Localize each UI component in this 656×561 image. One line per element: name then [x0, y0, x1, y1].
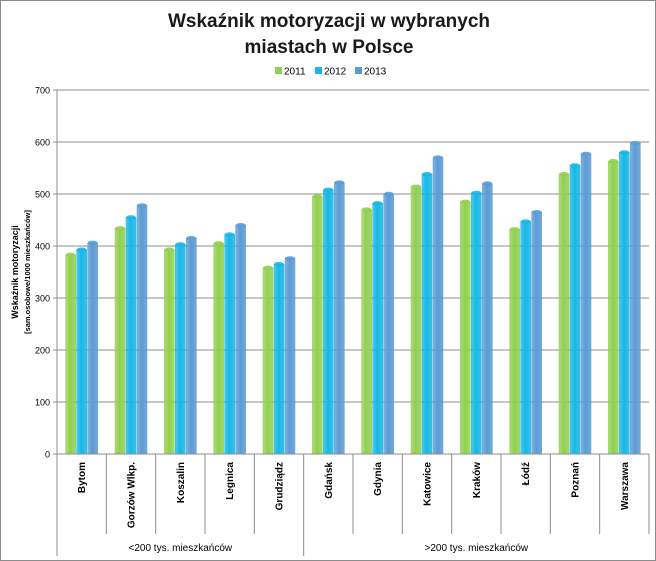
- bar-legnica-2013: [235, 223, 246, 455]
- bar-poznan-2012: [569, 163, 581, 455]
- chart-title: Wskaźnik motoryzacji w wybranych miastac…: [1, 9, 656, 61]
- bars: [65, 140, 641, 455]
- legend-swatch-2011: [275, 67, 282, 74]
- legend-label-2011: 2011: [284, 67, 306, 78]
- bar-lodz-2011: [509, 227, 520, 455]
- bar-gdynia-2011: [361, 207, 372, 455]
- bar-katowice-2012: [421, 172, 433, 455]
- y-tick-label: 100: [35, 398, 50, 408]
- x-tick-label-poznan: Poznań: [571, 462, 582, 498]
- bar-gdansk-2011: [312, 194, 323, 455]
- y-tick-label: 300: [35, 294, 50, 304]
- bar-lodz-2013: [531, 210, 542, 455]
- legend-label-2012: 2012: [324, 67, 347, 78]
- legend-label-2013: 2013: [364, 67, 387, 78]
- bar-bytom-2012: [76, 247, 87, 455]
- gridlines: [57, 89, 649, 403]
- bar-bytom-2013: [87, 240, 98, 455]
- legend-swatch-2013: [355, 67, 362, 74]
- y-axis-label-line-1: Wskaźnik motoryzacji: [10, 225, 20, 319]
- bar-lodz-2012: [520, 219, 531, 455]
- bar-warszawa-2011: [608, 159, 619, 455]
- bar-warszawa-2012: [619, 150, 630, 455]
- bar-koszalin-2011: [164, 247, 175, 455]
- bar-gdansk-2012: [323, 187, 334, 455]
- x-tick-label-warszawa: Warszawa: [620, 462, 631, 510]
- chart-title-line-2: miastach w Polsce: [244, 37, 414, 58]
- y-tick-label: 500: [35, 190, 50, 200]
- y-tick-label: 400: [35, 242, 50, 252]
- y-axis: 0 100 200 300 400 500 600 700: [35, 86, 58, 460]
- x-tick-label-gdynia: Gdynia: [373, 462, 384, 496]
- y-tick-label: 0: [45, 450, 50, 460]
- bar-gorzow-wlkp-2011: [114, 226, 126, 455]
- bar-gdansk-2013: [334, 180, 345, 455]
- bar-legnica-2011: [213, 241, 224, 455]
- x-tick-label-bytom: Bytom: [77, 462, 88, 493]
- bar-poznan-2013: [580, 151, 592, 455]
- bar-warszawa-2013: [630, 140, 641, 455]
- bar-grudziadz-2011: [262, 265, 274, 455]
- bar-gdynia-2013: [383, 191, 394, 455]
- x-group-label-2: >200 tys. mieszkańców: [424, 543, 528, 554]
- bar-krakow-2011: [460, 199, 471, 455]
- bar-koszalin-2013: [186, 236, 197, 455]
- x-tick-label-katowice: Katowice: [423, 462, 434, 506]
- x-tick-label-lodz: Łódź: [521, 462, 532, 485]
- x-tick-label-legnica: Legnica: [225, 462, 236, 500]
- x-tick-label-koszalin: Koszalin: [176, 462, 187, 503]
- x-tick-label-gorzow-wlkp: Gorzów Wlkp.: [127, 462, 138, 528]
- x-tick-label-gdansk: Gdańsk: [324, 462, 335, 499]
- bar-poznan-2011: [558, 172, 570, 455]
- chart-title-line-1: Wskaźnik motoryzacji w wybranych: [167, 11, 491, 32]
- x-axis: Bytom Gorzów Wlkp. Koszalin Legnica Grudziąd…: [56, 453, 650, 556]
- bar-krakow-2012: [471, 190, 482, 455]
- bar-krakow-2013: [482, 181, 493, 455]
- legend-swatch-2012: [315, 67, 322, 74]
- y-tick-label: 700: [35, 86, 50, 96]
- y-tick-label: 200: [35, 346, 50, 356]
- bar-gdynia-2012: [372, 201, 383, 455]
- y-tick-label: 600: [35, 138, 50, 148]
- bar-grudziadz-2012: [273, 262, 285, 455]
- x-tick-label-grudziadz: Grudziądz: [275, 462, 286, 510]
- bar-gorzow-wlkp-2012: [125, 215, 137, 455]
- bar-katowice-2011: [410, 184, 422, 455]
- bar-koszalin-2012: [175, 242, 186, 455]
- bar-katowice-2013: [432, 155, 444, 455]
- bar-bytom-2011: [65, 252, 76, 455]
- y-axis-label-line-2: [sam.osobowe/1000 mieszkańców]: [23, 210, 32, 334]
- legend: 2011 2012 2013: [275, 67, 387, 78]
- bar-grudziadz-2013: [284, 256, 296, 455]
- x-group-label-1: <200 tys. mieszkańców: [128, 543, 232, 554]
- bar-gorzow-wlkp-2013: [136, 203, 148, 455]
- bar-legnica-2012: [224, 232, 235, 455]
- x-tick-label-krakow: Kraków: [472, 462, 483, 498]
